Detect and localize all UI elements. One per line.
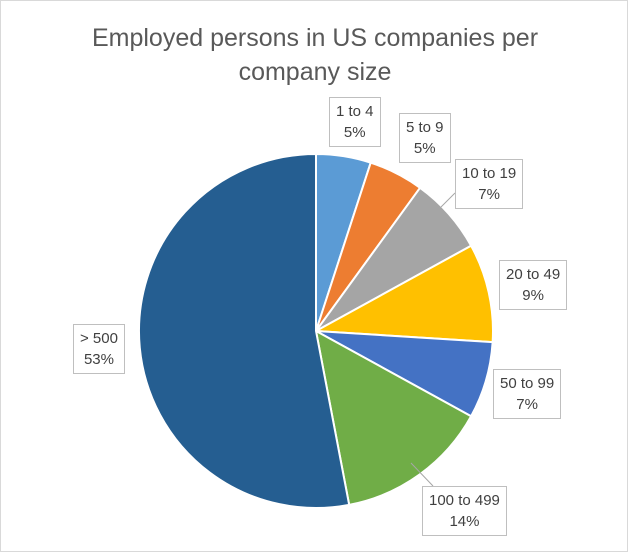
data-label-percent: 9% — [522, 287, 544, 304]
label-leader-lines — [410, 192, 456, 487]
data-label-category: 20 to 49 — [506, 266, 561, 283]
data-label-20-to-49: 20 to 49 9% — [499, 260, 568, 310]
data-label-percent: 7% — [516, 396, 538, 413]
chart-title-line-1: Employed persons in US companies per — [91, 24, 539, 52]
data-label-1-to-4: 1 to 4 5% — [329, 97, 381, 147]
pie-slice-20-to-49 — [315, 244, 494, 344]
data-label-category: 50 to 99 — [500, 375, 555, 392]
pie-slices — [138, 153, 494, 509]
data-label-100-to-499: 100 to 499 14% — [422, 486, 507, 536]
data-label-category: > 500 — [80, 330, 118, 347]
data-label-category: 1 to 4 — [336, 103, 374, 120]
data-label-10-to-19: 10 to 19 7% — [455, 159, 524, 209]
data-label-50-to-99: 50 to 99 7% — [493, 369, 562, 419]
pie-slice-over-500 — [138, 153, 351, 509]
data-label-over-500: > 500 53% — [73, 324, 125, 374]
data-label-category: 100 to 499 — [429, 492, 500, 509]
chart-title-line-2: company size — [238, 58, 392, 86]
leader-line-10-to-19 — [440, 192, 456, 208]
data-label-percent: 7% — [478, 186, 500, 203]
data-label-percent: 14% — [449, 513, 480, 530]
chart-title: Employed persons in US companies per com… — [1, 21, 627, 89]
data-label-percent: 5% — [343, 124, 366, 141]
data-label-category: 5 to 9 — [406, 119, 444, 136]
leader-line-100-to-499 — [410, 462, 434, 487]
data-label-5-to-9: 5 to 9 5% — [399, 113, 451, 163]
pie-slice-100-to-499 — [315, 330, 473, 506]
data-label-percent: 53% — [83, 351, 114, 368]
data-label-category: 10 to 19 — [462, 165, 517, 182]
data-label-percent: 5% — [413, 140, 436, 157]
